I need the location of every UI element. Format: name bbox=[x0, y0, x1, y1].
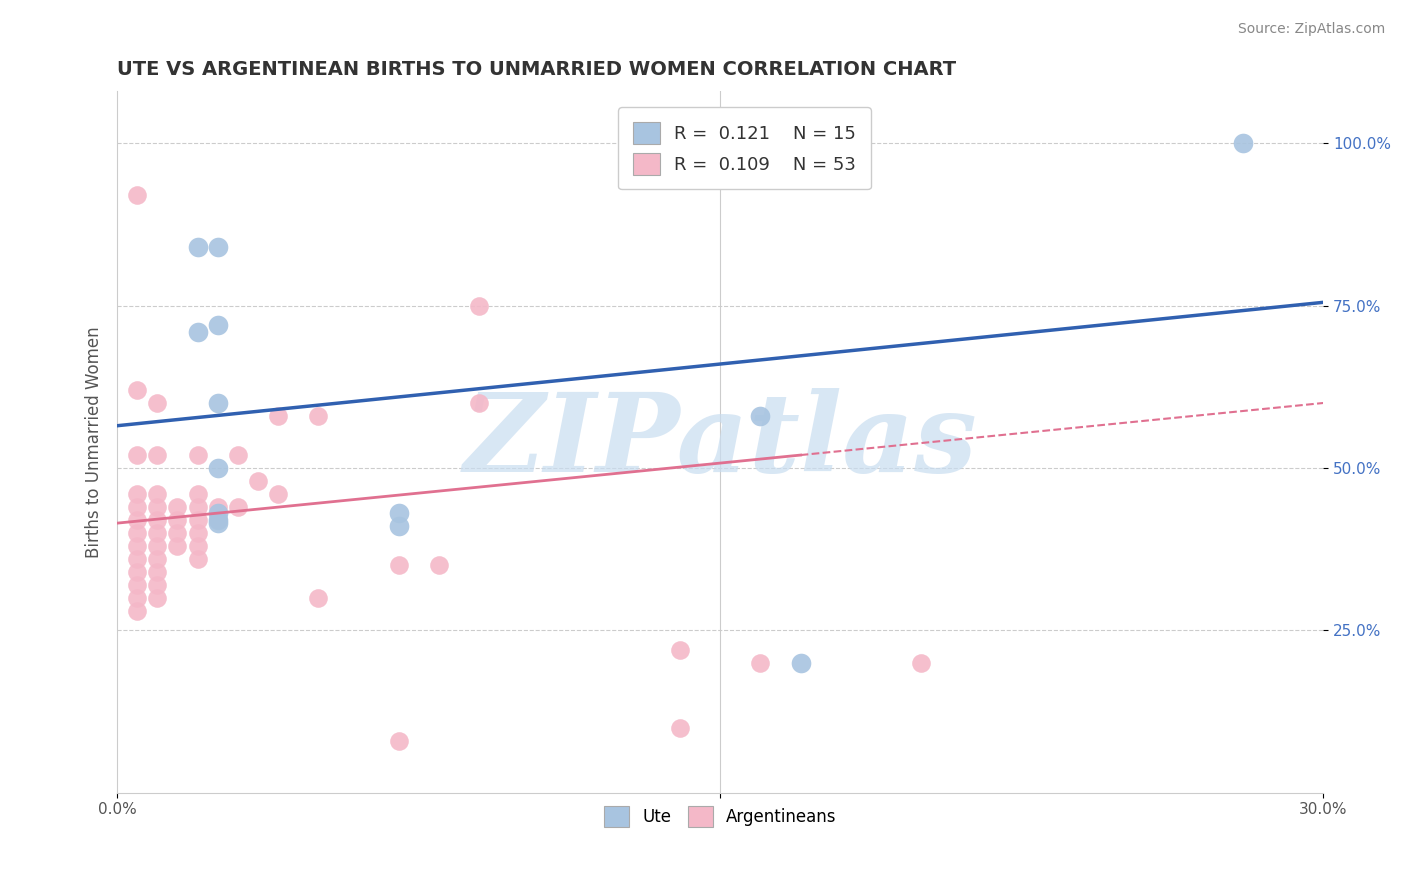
Point bbox=[146, 500, 169, 514]
Point bbox=[127, 591, 149, 605]
Point bbox=[207, 240, 229, 254]
Point bbox=[910, 656, 932, 670]
Point bbox=[207, 461, 229, 475]
Point bbox=[146, 448, 169, 462]
Point bbox=[146, 513, 169, 527]
Point bbox=[127, 513, 149, 527]
Point bbox=[207, 396, 229, 410]
Point bbox=[127, 565, 149, 579]
Point bbox=[207, 507, 229, 521]
Point bbox=[146, 525, 169, 540]
Point bbox=[146, 578, 169, 592]
Point bbox=[127, 487, 149, 501]
Point bbox=[226, 448, 249, 462]
Point bbox=[669, 642, 692, 657]
Point bbox=[207, 500, 229, 514]
Point bbox=[127, 188, 149, 202]
Point bbox=[388, 519, 411, 533]
Point bbox=[166, 539, 188, 553]
Point bbox=[127, 552, 149, 566]
Point bbox=[166, 513, 188, 527]
Point bbox=[166, 525, 188, 540]
Point bbox=[1232, 136, 1254, 151]
Point bbox=[187, 539, 209, 553]
Point bbox=[307, 591, 329, 605]
Point bbox=[127, 448, 149, 462]
Point bbox=[187, 487, 209, 501]
Text: Source: ZipAtlas.com: Source: ZipAtlas.com bbox=[1237, 22, 1385, 37]
Point bbox=[146, 396, 169, 410]
Point bbox=[388, 507, 411, 521]
Point bbox=[669, 721, 692, 735]
Point bbox=[468, 299, 491, 313]
Text: UTE VS ARGENTINEAN BIRTHS TO UNMARRIED WOMEN CORRELATION CHART: UTE VS ARGENTINEAN BIRTHS TO UNMARRIED W… bbox=[117, 60, 956, 78]
Point bbox=[749, 656, 772, 670]
Point bbox=[127, 383, 149, 397]
Point bbox=[187, 513, 209, 527]
Point bbox=[226, 500, 249, 514]
Point bbox=[388, 558, 411, 573]
Point bbox=[207, 513, 229, 527]
Point bbox=[246, 474, 269, 488]
Point bbox=[468, 396, 491, 410]
Point bbox=[307, 409, 329, 423]
Point bbox=[207, 513, 229, 527]
Point bbox=[146, 487, 169, 501]
Legend: Ute, Argentineans: Ute, Argentineans bbox=[598, 800, 844, 833]
Y-axis label: Births to Unmarried Women: Births to Unmarried Women bbox=[86, 326, 103, 558]
Point bbox=[127, 539, 149, 553]
Point bbox=[789, 656, 811, 670]
Point bbox=[187, 325, 209, 339]
Point bbox=[146, 591, 169, 605]
Point bbox=[267, 487, 290, 501]
Point bbox=[146, 565, 169, 579]
Point bbox=[749, 409, 772, 423]
Point bbox=[166, 500, 188, 514]
Point bbox=[187, 525, 209, 540]
Point bbox=[187, 448, 209, 462]
Point bbox=[127, 525, 149, 540]
Text: ZIPatlas: ZIPatlas bbox=[464, 388, 977, 496]
Point bbox=[187, 552, 209, 566]
Point bbox=[187, 500, 209, 514]
Point bbox=[127, 500, 149, 514]
Point bbox=[146, 552, 169, 566]
Point bbox=[388, 733, 411, 747]
Point bbox=[127, 578, 149, 592]
Point bbox=[267, 409, 290, 423]
Point bbox=[187, 240, 209, 254]
Point bbox=[127, 604, 149, 618]
Point bbox=[146, 539, 169, 553]
Point bbox=[207, 318, 229, 332]
Point bbox=[427, 558, 450, 573]
Point bbox=[207, 516, 229, 530]
